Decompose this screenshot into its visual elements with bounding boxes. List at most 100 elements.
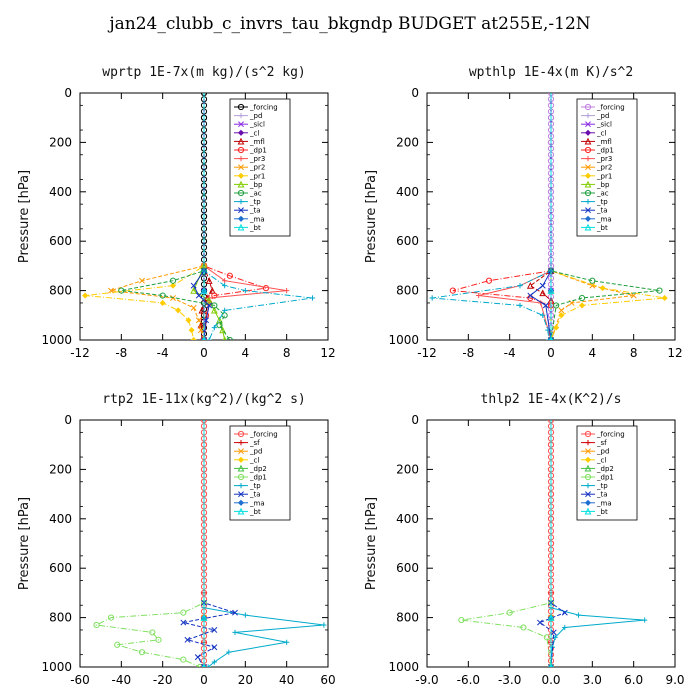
series-point (656, 287, 663, 294)
series-point (200, 613, 208, 621)
x-tick-label: -8 (462, 346, 474, 360)
legend-marker (585, 156, 591, 162)
y-tick-label: 1000 (388, 660, 419, 674)
legend-marker (585, 483, 591, 489)
x-tick-label: -3.0 (498, 673, 521, 687)
series-point (206, 337, 212, 340)
series-line (203, 93, 313, 340)
legend-entry: _cl (249, 456, 259, 464)
legend-entry: _forcing (596, 104, 625, 112)
series-point (537, 619, 543, 626)
series-point (93, 621, 100, 629)
series-point (205, 296, 213, 304)
legend-marker (238, 199, 244, 205)
series-point (517, 283, 523, 289)
y-tick-label: 600 (396, 234, 419, 248)
legend-entry: _ma (249, 215, 265, 223)
series-point (184, 636, 191, 643)
series-point (520, 624, 527, 631)
series-point (232, 629, 238, 636)
series-line (538, 420, 566, 667)
legend-entry: _tp (249, 198, 261, 206)
series-point (196, 663, 203, 667)
legend-entry: _mfl (249, 138, 265, 146)
legend-marker (238, 491, 244, 498)
legend-entry: _pd (596, 112, 609, 120)
x-tick-label: 8 (283, 346, 291, 360)
legend-entry: _pd (249, 112, 262, 120)
legend-marker (584, 456, 592, 463)
y-tick-label: 400 (396, 512, 419, 526)
series-point (539, 289, 547, 297)
series-point (201, 664, 207, 667)
series-point (309, 295, 316, 301)
series-point (547, 286, 555, 294)
series-point (548, 337, 554, 340)
series-point (242, 288, 248, 294)
legend-marker (238, 448, 244, 455)
legend-entry: _pr1 (249, 172, 265, 180)
series-point (550, 629, 557, 636)
legend-marker (584, 146, 592, 154)
legend-entry: _ma (249, 499, 265, 507)
series-point (208, 286, 216, 294)
series-point (180, 609, 187, 616)
series-point (190, 336, 197, 340)
legend-entry: _dp1 (249, 147, 267, 155)
y-axis-label: Pressure [hPa] (17, 170, 32, 263)
x-tick-label: -4 (504, 346, 516, 360)
series-point (190, 286, 198, 294)
legend-entry: _ac (596, 190, 609, 198)
series-point (321, 622, 327, 628)
series-point (561, 609, 568, 616)
legend-entry: _forcing (249, 104, 278, 112)
series-point (458, 616, 465, 624)
series-line (183, 420, 236, 667)
legend-marker (237, 180, 245, 188)
y-axis-label: Pressure [hPa] (364, 170, 379, 263)
series-line (461, 420, 552, 667)
legend-entry: _bp (249, 181, 263, 189)
series-point (542, 302, 549, 309)
series-point (589, 282, 596, 289)
legend-marker (237, 103, 245, 111)
legend: _forcing_pd_sicl_cl_mfl_dp1_pr3_pr2_pr1_… (576, 98, 638, 237)
legend-marker (584, 137, 592, 145)
legend-marker (238, 121, 244, 128)
legend-marker (237, 473, 245, 481)
legend-marker (585, 440, 591, 446)
y-axis-label: Pressure [hPa] (364, 497, 379, 590)
y-axis-label: Pressure [hPa] (17, 497, 32, 590)
legend-entry: _cl (596, 129, 606, 137)
series-point (169, 277, 177, 284)
series-point (195, 292, 202, 299)
series-line (452, 93, 552, 340)
legend-marker (238, 207, 244, 214)
legend-entry: _sf (596, 439, 607, 447)
legend-marker (584, 180, 592, 188)
legend-marker (584, 499, 592, 506)
panel-title: wpthlp 1E-4x(m K)/s^2 (469, 65, 633, 80)
y-tick-label: 800 (396, 284, 419, 298)
series-point (206, 302, 213, 309)
series-point (200, 286, 208, 294)
series-point (190, 304, 197, 311)
series-point (284, 639, 290, 645)
legend-marker (238, 156, 244, 162)
series-point (526, 281, 534, 289)
figure-title: jan24_clubb_c_invrs_tau_bkgndp BUDGET at… (109, 14, 591, 34)
series-line (110, 93, 205, 340)
series-layer (429, 93, 668, 340)
series-point (429, 295, 435, 301)
legend-entry: _ma (596, 215, 612, 223)
series-point (284, 288, 290, 294)
budget-panel-2: wpthlp 1E-4x(m K)/s^2 Pressure [hPa] -12 -8… (364, 65, 683, 360)
series-point (449, 287, 456, 294)
series-point (155, 636, 162, 643)
series-point (195, 317, 202, 324)
legend-entry: _cl (596, 456, 606, 464)
legend-entry: _pd (596, 448, 609, 456)
legend-marker (584, 473, 592, 481)
legend-marker (585, 121, 591, 128)
legend-entry: _ta (249, 491, 261, 499)
